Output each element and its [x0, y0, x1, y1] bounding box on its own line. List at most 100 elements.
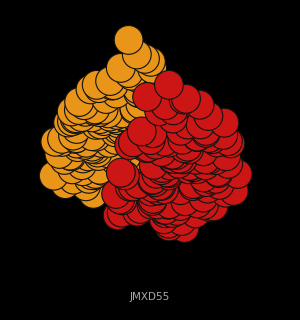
- Circle shape: [198, 125, 226, 154]
- Circle shape: [145, 97, 174, 126]
- Circle shape: [108, 99, 136, 128]
- Circle shape: [155, 151, 184, 180]
- Circle shape: [126, 131, 155, 159]
- Circle shape: [122, 63, 151, 92]
- Circle shape: [57, 142, 86, 171]
- Circle shape: [166, 192, 195, 220]
- Circle shape: [62, 115, 91, 143]
- Circle shape: [171, 187, 200, 216]
- Circle shape: [147, 156, 176, 185]
- Circle shape: [158, 140, 187, 169]
- Circle shape: [145, 176, 174, 205]
- Circle shape: [79, 180, 108, 208]
- Circle shape: [77, 134, 106, 163]
- Circle shape: [212, 178, 240, 207]
- Circle shape: [126, 90, 155, 119]
- Circle shape: [170, 134, 199, 163]
- Circle shape: [133, 90, 161, 119]
- Circle shape: [125, 117, 154, 146]
- Circle shape: [191, 151, 220, 180]
- Circle shape: [61, 124, 89, 153]
- Circle shape: [150, 175, 178, 204]
- Circle shape: [214, 149, 243, 178]
- Circle shape: [193, 174, 222, 203]
- Circle shape: [175, 135, 203, 164]
- Circle shape: [62, 104, 91, 132]
- Circle shape: [136, 71, 165, 100]
- Circle shape: [101, 125, 130, 154]
- Circle shape: [181, 199, 210, 228]
- Circle shape: [186, 110, 215, 139]
- Circle shape: [154, 161, 183, 190]
- Circle shape: [115, 131, 144, 159]
- Circle shape: [176, 151, 205, 180]
- Circle shape: [154, 190, 182, 219]
- Circle shape: [84, 141, 113, 170]
- Circle shape: [143, 190, 172, 219]
- Circle shape: [51, 170, 80, 199]
- Circle shape: [94, 139, 122, 168]
- Circle shape: [182, 145, 211, 174]
- Circle shape: [138, 166, 167, 195]
- Circle shape: [81, 110, 110, 139]
- Circle shape: [72, 172, 101, 201]
- Circle shape: [142, 116, 171, 145]
- Circle shape: [139, 150, 168, 179]
- Circle shape: [156, 140, 185, 169]
- Circle shape: [76, 75, 105, 104]
- Circle shape: [58, 107, 86, 136]
- Circle shape: [151, 196, 180, 224]
- Circle shape: [183, 122, 212, 151]
- Circle shape: [78, 132, 106, 161]
- Circle shape: [136, 126, 165, 155]
- Circle shape: [183, 122, 211, 151]
- Circle shape: [127, 123, 155, 152]
- Circle shape: [108, 186, 137, 215]
- Circle shape: [59, 121, 88, 150]
- Circle shape: [170, 214, 199, 243]
- Circle shape: [95, 102, 124, 131]
- Circle shape: [120, 94, 149, 123]
- Circle shape: [158, 104, 187, 133]
- Circle shape: [63, 133, 92, 162]
- Circle shape: [136, 177, 165, 206]
- Circle shape: [62, 129, 91, 158]
- Circle shape: [124, 170, 153, 198]
- Circle shape: [189, 163, 218, 192]
- Circle shape: [111, 102, 140, 131]
- Circle shape: [115, 170, 143, 199]
- Circle shape: [114, 26, 143, 54]
- Circle shape: [106, 142, 135, 171]
- Circle shape: [83, 138, 112, 167]
- Circle shape: [204, 159, 233, 188]
- Circle shape: [103, 100, 131, 129]
- Circle shape: [103, 201, 132, 230]
- Circle shape: [87, 156, 116, 185]
- Circle shape: [140, 123, 169, 151]
- Circle shape: [45, 140, 74, 168]
- Circle shape: [162, 140, 191, 169]
- Circle shape: [139, 185, 167, 213]
- Circle shape: [129, 62, 158, 91]
- Circle shape: [164, 149, 193, 178]
- Circle shape: [154, 159, 183, 188]
- Circle shape: [103, 109, 132, 138]
- Circle shape: [130, 113, 159, 142]
- Circle shape: [183, 189, 212, 218]
- Circle shape: [157, 128, 186, 156]
- Circle shape: [144, 176, 172, 205]
- Circle shape: [47, 127, 76, 156]
- Circle shape: [121, 106, 150, 135]
- Circle shape: [174, 155, 203, 184]
- Circle shape: [146, 81, 175, 110]
- Circle shape: [86, 110, 115, 139]
- Circle shape: [57, 97, 86, 126]
- Circle shape: [148, 108, 177, 136]
- Circle shape: [131, 107, 160, 136]
- Circle shape: [127, 117, 156, 146]
- Circle shape: [112, 142, 141, 171]
- Circle shape: [173, 132, 202, 161]
- Circle shape: [109, 152, 137, 181]
- Circle shape: [145, 171, 174, 200]
- Circle shape: [163, 196, 191, 225]
